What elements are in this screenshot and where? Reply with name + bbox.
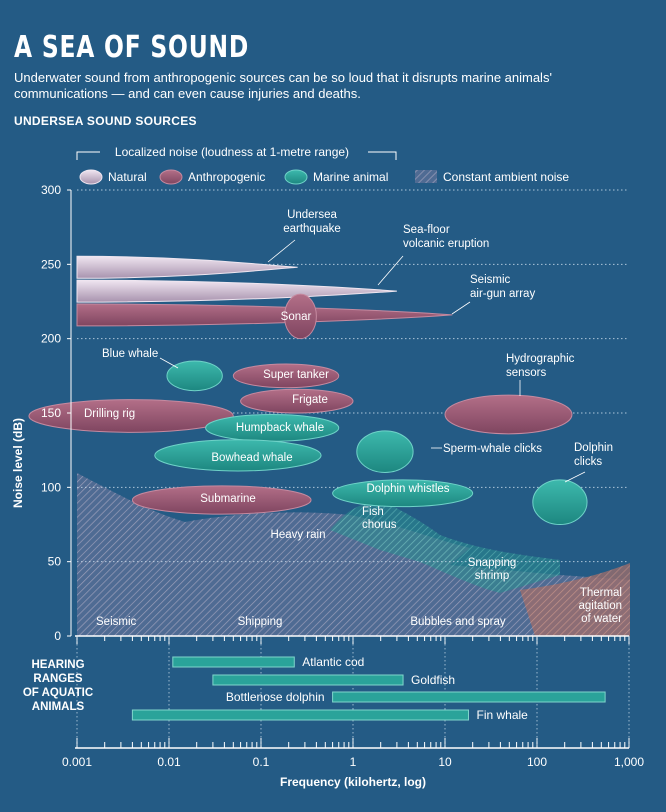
source-label: Hydrographic sensors [506, 353, 575, 379]
source-label: Seismic air-gun array [470, 274, 535, 300]
source-mark [356, 430, 414, 473]
x-axis-label: Frequency (kilohertz, log) [280, 775, 426, 789]
x-tick-label: 100 [527, 755, 547, 769]
legend-label: Marine animal [313, 170, 388, 184]
y-tick-label: 200 [41, 332, 61, 346]
y-tick-label: 250 [41, 257, 61, 271]
source-mark [283, 293, 317, 340]
legend-swatch-ambient [415, 170, 437, 183]
ambient-region-fish [330, 501, 560, 593]
hearing-label: Fin whale [476, 708, 528, 722]
ambient-label: Seismic [96, 616, 137, 628]
source-label: Frigate [292, 394, 328, 406]
source-label: Super tanker [263, 369, 329, 381]
source-mark [28, 399, 234, 433]
x-tick-label: 0.001 [62, 755, 92, 769]
hearing-bar [131, 709, 469, 721]
sources-layer [28, 255, 588, 526]
page-title: A SEA OF SOUND [14, 30, 250, 65]
source-label: Dolphin clicks [574, 442, 613, 468]
ambient-label: Heavy rain [271, 529, 326, 541]
hearing-label: Bottlenose dolphin [226, 690, 325, 704]
legend-layer: Localized noise (loudness at 1-metre ran… [76, 145, 569, 185]
legend-swatch-marine [284, 169, 308, 185]
hearing-title: HEARING RANGES OF AQUATIC ANIMALS [23, 659, 93, 713]
source-mark [232, 363, 340, 389]
x-tick-label: 10 [438, 755, 452, 769]
x-tick-label: 1,000 [614, 755, 644, 769]
source-label: Sonar [281, 311, 312, 323]
source-label: Drilling rig [84, 408, 135, 420]
axes-layer: 0 50 100 150 200 250 300 Noise level (dB) 0.001 0… [11, 183, 644, 789]
legend-bracket [76, 151, 397, 160]
source-label: Bowhead whale [211, 452, 292, 464]
source-label: Sperm-whale clicks [443, 443, 542, 455]
source-label: Sea-floor volcanic eruption [403, 224, 489, 250]
section-title: UNDERSEA SOUND SOURCES [14, 114, 197, 128]
legend-label: Anthropogenic [188, 170, 265, 184]
legend-caption: Localized noise (loudness at 1-metre ran… [115, 145, 349, 159]
source-mark [131, 485, 312, 515]
ambient-label: Fish chorus [362, 506, 397, 531]
page-subtitle: Underwater sound from anthropogenic sour… [14, 70, 552, 101]
source-label: Undersea earthquake [283, 209, 341, 235]
ambient-label: Bubbles and spray [410, 616, 506, 628]
ambient-label: Snapping shrimp [468, 557, 517, 582]
ambient-region-low [77, 473, 630, 636]
legend-label: Natural [108, 170, 147, 184]
source-mark [240, 388, 354, 414]
source-label: Submarine [200, 493, 256, 505]
y-tick-label: 300 [41, 183, 61, 197]
hearing-layer: HEARING RANGES OF AQUATIC ANIMALS Atlantic c… [23, 655, 606, 722]
leader-line [159, 357, 179, 369]
hearing-label: Goldfish [411, 673, 455, 687]
hearing-bar [332, 691, 606, 703]
y-axis-label: Noise level (dB) [11, 418, 25, 508]
leader-line [267, 239, 296, 263]
source-mark [76, 255, 298, 279]
legend-label: Constant ambient noise [443, 170, 569, 184]
ambient-region-thermal [520, 563, 630, 636]
source-mark [332, 479, 474, 508]
hearing-bar [172, 656, 295, 668]
y-tick-label: 150 [41, 406, 61, 420]
leader-line [564, 471, 586, 483]
legend-swatch-natural [79, 169, 103, 185]
ambient-noise-layer [77, 473, 630, 636]
hearing-bar [212, 674, 404, 686]
x-tick-label: 0.01 [157, 755, 181, 769]
source-label: Blue whale [102, 348, 158, 360]
source-mark [532, 479, 588, 526]
ambient-label: Shipping [238, 616, 283, 628]
labels-layer: Undersea earthquake Sea-floor volcanic erup… [84, 209, 622, 628]
y-tick-label: 50 [48, 555, 62, 569]
x-tick-label: 1 [350, 755, 357, 769]
ambient-label: Thermal agitation of water [579, 587, 623, 625]
source-mark [444, 394, 573, 435]
legend-swatch-anthropogenic [159, 169, 183, 185]
y-tick-label: 100 [41, 480, 61, 494]
leader-line [377, 255, 404, 286]
source-mark [76, 303, 453, 327]
leader-line [451, 301, 471, 315]
source-mark [166, 360, 223, 392]
source-label: Humpback whale [236, 422, 324, 434]
source-mark [76, 279, 397, 303]
x-tick-label: 0.1 [253, 755, 270, 769]
y-tick-label: 0 [54, 629, 61, 643]
source-label: Dolphin whistles [366, 483, 449, 495]
source-mark [154, 439, 322, 472]
hearing-label: Atlantic cod [302, 655, 364, 669]
